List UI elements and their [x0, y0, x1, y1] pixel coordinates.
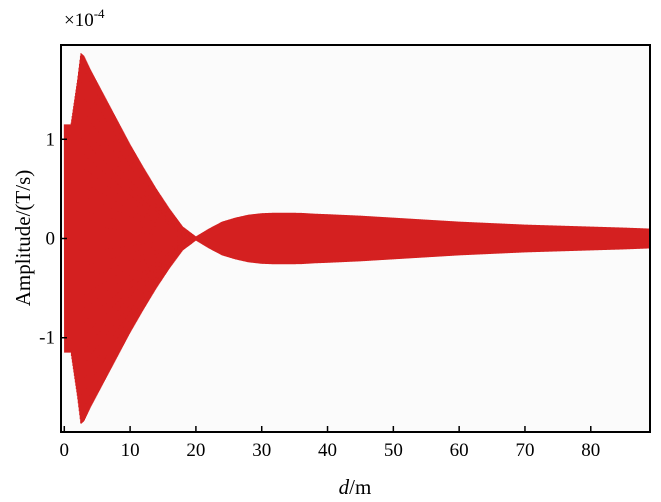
signal-ripple: [80, 66, 193, 235]
x-tick-label: 30: [252, 440, 271, 461]
signal-ripple: [80, 239, 193, 282]
y-tick-label: 0: [46, 229, 56, 250]
signal-ripple: [80, 95, 193, 236]
signal-ripple: [80, 209, 193, 239]
signal-ripple: [80, 239, 193, 311]
signal-layer: [63, 53, 651, 424]
signal-ripple: [80, 123, 193, 237]
x-tick-label: 60: [450, 440, 469, 461]
signal-ripple: [80, 180, 193, 238]
signal-ripple: [80, 238, 193, 268]
signal-ripple: [80, 241, 193, 382]
signal-ripple: [80, 242, 193, 411]
x-tick-label: 20: [186, 440, 205, 461]
signal-ripple: [80, 166, 193, 238]
signal-ripple: [80, 239, 193, 297]
x-tick-label: 80: [581, 440, 600, 461]
x-tick-label: 50: [384, 440, 403, 461]
x-tick-label: 70: [515, 440, 534, 461]
x-axis-label: d/m: [339, 475, 372, 499]
signal-ripple: [80, 195, 193, 238]
ticks-layer: 0 10 20 30 40 50 60 70 80 -1 0 1: [39, 129, 600, 461]
signal-ripple: [80, 238, 193, 254]
signal-ripple: [80, 152, 193, 237]
x-tick-label: 0: [60, 440, 70, 461]
y-tick-label: -1: [39, 328, 55, 349]
x-tick-label: 10: [121, 440, 140, 461]
signal-ripple: [80, 240, 193, 354]
y-scale-label: ×10-4: [64, 6, 105, 31]
x-tick-label: 40: [318, 440, 337, 461]
signal-line: [63, 53, 651, 424]
y-scale-exponent: -4: [94, 6, 105, 21]
signal-ripple: [80, 223, 193, 239]
y-axis-label: Amplitude/(T/s): [11, 170, 35, 306]
signal-ripple: [80, 240, 193, 325]
y-tick-label: 1: [46, 129, 56, 150]
